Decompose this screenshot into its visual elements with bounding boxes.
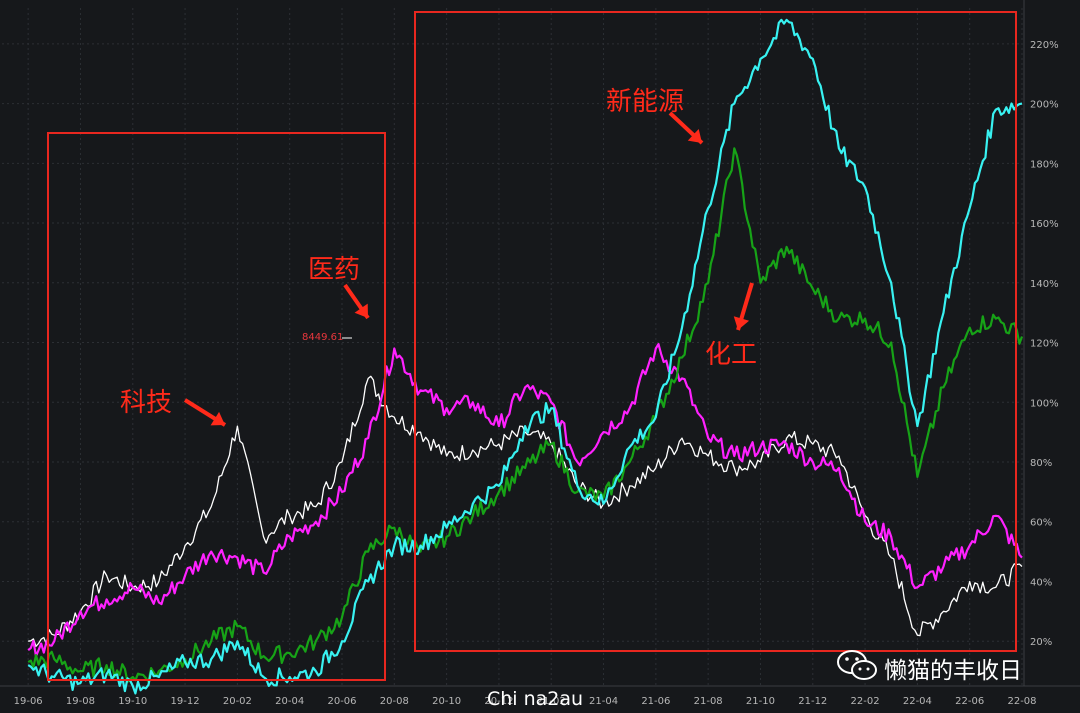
y-tick-label: 140% — [1030, 279, 1059, 290]
x-tick-label: 20-08 — [380, 696, 409, 707]
x-tick-label: 19-10 — [118, 696, 147, 707]
watermark-source: Chi na2au — [487, 688, 584, 710]
x-tick-label: 22-06 — [955, 696, 984, 707]
annotation-new-energy: 新能源 — [606, 87, 685, 117]
peak-value-label: 8449.61 — [302, 332, 344, 343]
y-tick-label: 20% — [1030, 637, 1052, 648]
annotation-arrowhead-3 — [733, 316, 750, 330]
series-line-1 — [27, 343, 1023, 658]
watermark-account: 懒猫的丰收日 — [884, 658, 1022, 684]
series-line-3 — [27, 18, 1023, 695]
y-tick-label: 100% — [1030, 398, 1059, 409]
x-tick-label: 21-12 — [798, 696, 827, 707]
x-tick-label: 21-06 — [641, 696, 670, 707]
x-tick-label: 20-06 — [327, 696, 356, 707]
series-line-2 — [27, 147, 1024, 684]
y-tick-label: 120% — [1030, 339, 1059, 350]
y-tick-label: 80% — [1030, 458, 1052, 469]
x-tick-label: 22-04 — [903, 696, 932, 707]
y-tick-label: 160% — [1030, 219, 1059, 230]
x-tick-label: 19-06 — [14, 696, 43, 707]
wechat-icon — [837, 650, 877, 680]
x-tick-label: 21-04 — [589, 696, 618, 707]
annotation-chemical: 化工 — [705, 340, 758, 370]
x-tick-label: 21-08 — [694, 696, 723, 707]
series-line-0 — [28, 375, 1023, 647]
y-tick-label: 60% — [1030, 518, 1052, 529]
annotation-tech: 科技 — [120, 388, 173, 418]
x-tick-label: 22-08 — [1007, 696, 1036, 707]
x-tick-label: 19-08 — [66, 696, 95, 707]
x-tick-label: 20-10 — [432, 696, 461, 707]
annotation-arrowhead-1 — [354, 303, 368, 318]
highlight-box-right — [414, 11, 1017, 652]
y-tick-label: 200% — [1030, 100, 1059, 111]
y-tick-label: 220% — [1030, 40, 1059, 51]
x-tick-label: 20-04 — [275, 696, 304, 707]
x-tick-label: 20-02 — [223, 696, 252, 707]
x-tick-label: 21-02 — [537, 696, 566, 707]
annotation-pharma: 医药 — [308, 255, 361, 285]
y-tick-label: 40% — [1030, 577, 1052, 588]
annotation-arrowhead-2 — [687, 128, 702, 143]
annotation-arrowhead-0 — [210, 411, 225, 426]
x-tick-label: 20-12 — [484, 696, 513, 707]
x-tick-label: 19-12 — [171, 696, 200, 707]
x-tick-label: 21-10 — [746, 696, 775, 707]
y-tick-label: 180% — [1030, 159, 1059, 170]
highlight-box-left — [47, 132, 386, 681]
x-tick-label: 22-02 — [851, 696, 880, 707]
